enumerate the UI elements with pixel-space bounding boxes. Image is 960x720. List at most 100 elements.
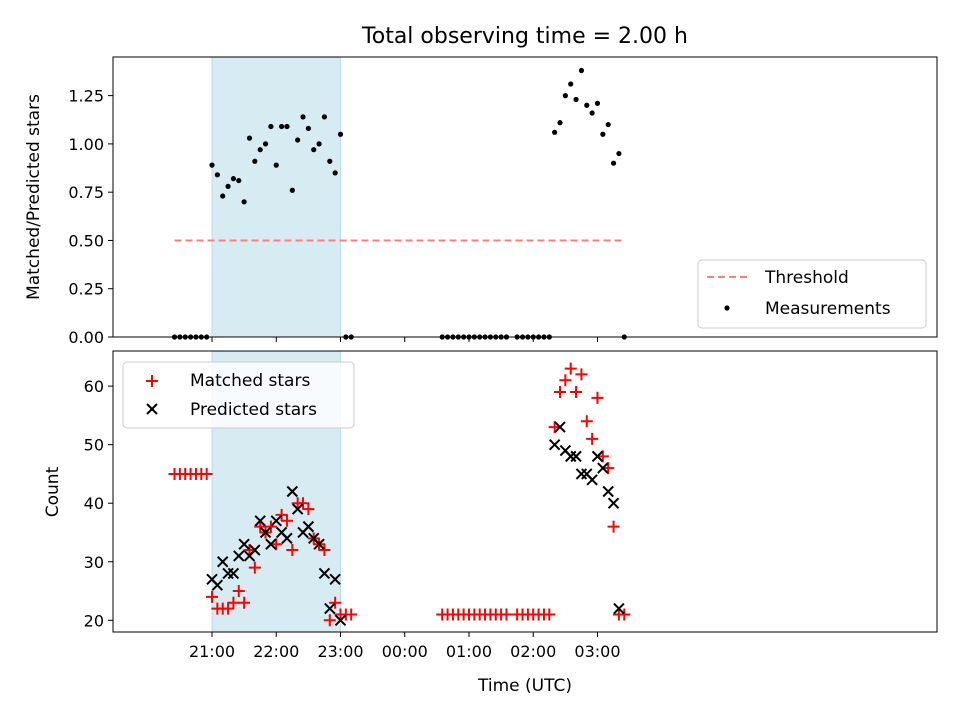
measurements-point [257, 147, 263, 153]
ytick-label: 60 [84, 377, 104, 396]
legend-measurements-swatch [724, 305, 730, 311]
measurements-point [289, 187, 295, 193]
matched-stars-point [570, 385, 583, 398]
legend-matched-swatch [146, 375, 158, 387]
xtick-label: 22:00 [253, 642, 299, 661]
measurements-point [268, 123, 274, 130]
measurements-point [568, 81, 574, 87]
ratio-panel-yticks: 0.00 0.25 0.50 0.75 1.00 1.25 [68, 87, 113, 347]
xtick-label: 23:00 [317, 642, 363, 661]
matched-stars-point [543, 608, 556, 621]
predicted-stars-point [270, 515, 282, 527]
matched-stars-point [345, 608, 358, 621]
matched-stars-point [286, 544, 299, 557]
count-panel-yticks: 20 30 40 50 60 [84, 377, 113, 630]
predicted-stars-point [217, 556, 229, 568]
matched-stars-point [323, 614, 336, 627]
matched-stars-point [238, 596, 251, 609]
count-panel: 20 30 40 50 60 21:00 22:00 23:00 00:00 01:00 02:0… [43, 350, 938, 696]
predicted-stars-point [249, 544, 261, 556]
matched-stars-point [580, 415, 593, 428]
predicted-stars-point [302, 520, 315, 533]
measurements-point [279, 123, 285, 130]
legend-predicted-label: Predicted stars [190, 400, 317, 420]
matched-stars-point [329, 596, 342, 609]
predicted-stars-point [607, 497, 620, 509]
predicted-stars-point [313, 538, 325, 550]
count-panel-marks [168, 362, 631, 627]
predicted-stars-point [565, 450, 577, 463]
predicted-stars-point [211, 579, 224, 591]
predicted-stars-point [259, 526, 272, 539]
predicted-stars-point [291, 503, 304, 515]
measurements-point [241, 199, 247, 205]
predicted-stars-point [613, 602, 625, 615]
matched-stars-point [302, 503, 315, 516]
measurements-point [311, 147, 317, 153]
count-panel-frame [112, 350, 938, 633]
predicted-stars-point [602, 485, 614, 498]
ytick-label: 1.00 [68, 135, 104, 154]
xtick-label: 02:00 [510, 642, 556, 661]
predicted-stars-point [286, 485, 299, 498]
matched-stars-point [200, 467, 213, 480]
measurements-point [573, 96, 579, 103]
measurements-point [300, 114, 306, 120]
matched-stars-point [232, 585, 245, 598]
matched-stars-point [318, 544, 331, 557]
xtick-label: 01:00 [446, 642, 492, 661]
measurements-point [252, 158, 258, 164]
count-panel-ylabel: Count [43, 466, 63, 517]
ratio-panel-shade [211, 56, 341, 338]
measurements-point [594, 100, 601, 106]
matched-stars-point [607, 520, 620, 533]
measurements-point [262, 141, 269, 147]
measurements-point [552, 129, 558, 135]
measurements-point [295, 137, 301, 143]
legend-matched-label: Matched stars [190, 371, 310, 391]
matched-stars-point [206, 590, 218, 603]
legend-predicted-swatch [146, 403, 158, 415]
predicted-stars-point [265, 538, 277, 550]
measurements-point [605, 121, 611, 128]
predicted-stars-point [586, 474, 598, 486]
count-legend-box [122, 361, 355, 429]
matched-stars-point [618, 608, 631, 621]
measurements-point [273, 162, 279, 168]
predicted-stars-point [570, 450, 582, 463]
xtick-label: 21:00 [189, 642, 235, 661]
predicted-stars-point [334, 614, 347, 626]
matched-stars-point [591, 391, 604, 404]
matched-stars-point [280, 514, 293, 527]
predicted-stars-point [281, 532, 293, 545]
predicted-stars-point [227, 567, 240, 580]
predicted-stars-point [548, 438, 561, 451]
matched-stars-point [559, 374, 572, 387]
count-panel-xticks: 21:00 22:00 23:00 00:00 01:00 02:00 03:00 [189, 632, 621, 661]
predicted-stars-point [554, 421, 566, 433]
measurements-point [562, 93, 568, 99]
measurements-point [230, 176, 237, 182]
measurements-point [584, 102, 590, 108]
ratio-panel-frame [112, 56, 938, 338]
count-legend: Matched stars Predicted stars [122, 361, 355, 429]
predicted-stars-point [238, 538, 250, 550]
matched-stars-point [586, 432, 599, 445]
ratio-panel: 0.00 0.25 0.50 0.75 1.00 1.25 Matched/Predict… [24, 56, 938, 347]
ytick-label: 20 [84, 611, 104, 630]
ytick-label: 50 [84, 436, 104, 455]
matched-stars-point [248, 561, 261, 574]
predicted-stars-point [324, 602, 336, 615]
predicted-stars-point [254, 515, 266, 527]
ratio-panel-marks [171, 67, 627, 340]
measurements-point [246, 135, 253, 141]
measurements-point [209, 162, 215, 168]
measurements-point [321, 114, 328, 120]
measurements-point [305, 125, 311, 132]
predicted-stars-point [318, 567, 331, 580]
matched-stars-point [222, 602, 235, 615]
measurements-point [316, 141, 322, 147]
measurements-point [332, 170, 338, 176]
matched-stars-point [500, 608, 513, 621]
matched-stars-point [227, 596, 240, 609]
